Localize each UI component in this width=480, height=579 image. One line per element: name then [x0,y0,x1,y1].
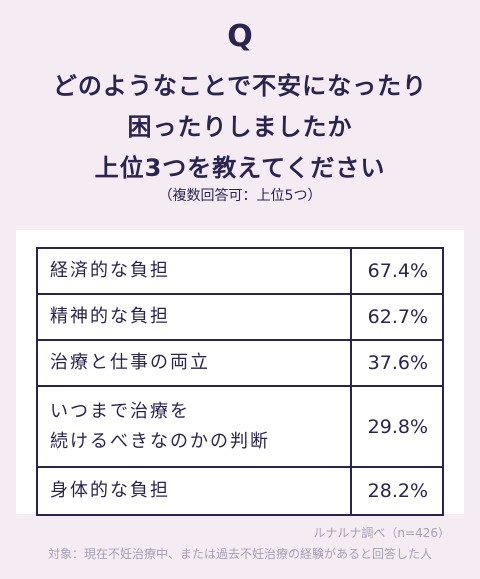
target-note: 対象：現在不妊治療中、または過去不妊治療の経験があると回答した人 [47,547,432,561]
row-value: 67.4% [367,260,428,282]
row-label: 精神的な負担 [38,295,352,339]
row-label-text: 精神的な負担 [50,306,170,327]
q-mark: Q [227,19,253,54]
question-line-1: どのようなことで不安になったり [52,72,428,100]
table-row: 経済的な負担 67.4% [38,249,442,295]
table-row: 治療と仕事の両立 37.6% [38,341,442,387]
row-label-text: 経済的な負担 [50,260,170,281]
table-row: 精神的な負担 62.7% [38,295,442,341]
row-label: 治療と仕事の両立 [38,341,352,385]
question-line-2: 困ったりしましたか [127,113,353,141]
row-label-text: 続けるべきなのかの判断 [50,430,270,452]
row-label: 経済的な負担 [38,249,352,293]
table-row: 身体的な負担 28.2% [38,468,442,514]
results-card: 経済的な負担 67.4% 精神的な負担 62.7% 治療と仕事の両立 37.6%… [16,230,464,516]
source-note: ルナルナ調べ（n=426） [313,526,450,540]
row-label: いつまで治療を 続けるべきなのかの判断 [38,387,352,466]
row-value: 37.6% [367,352,428,374]
answer-note: （複数回答可：上位5つ） [158,188,322,204]
row-label-text: いつまで治療を [50,400,190,422]
row-value: 62.7% [367,306,428,328]
row-label: 身体的な負担 [38,468,352,514]
question-title: どのようなことで不安になったり 困ったりしましたか 上位3つを教えてください [0,66,480,189]
row-value: 29.8% [367,415,428,438]
row-value: 28.2% [367,480,428,502]
row-label-text: 治療と仕事の両立 [50,352,210,373]
results-table: 経済的な負担 67.4% 精神的な負担 62.7% 治療と仕事の両立 37.6%… [36,247,444,516]
question-line-3: 上位3つを教えてください [94,154,386,182]
table-row: いつまで治療を 続けるべきなのかの判断 29.8% [38,387,442,468]
row-label-text: 身体的な負担 [50,480,170,501]
